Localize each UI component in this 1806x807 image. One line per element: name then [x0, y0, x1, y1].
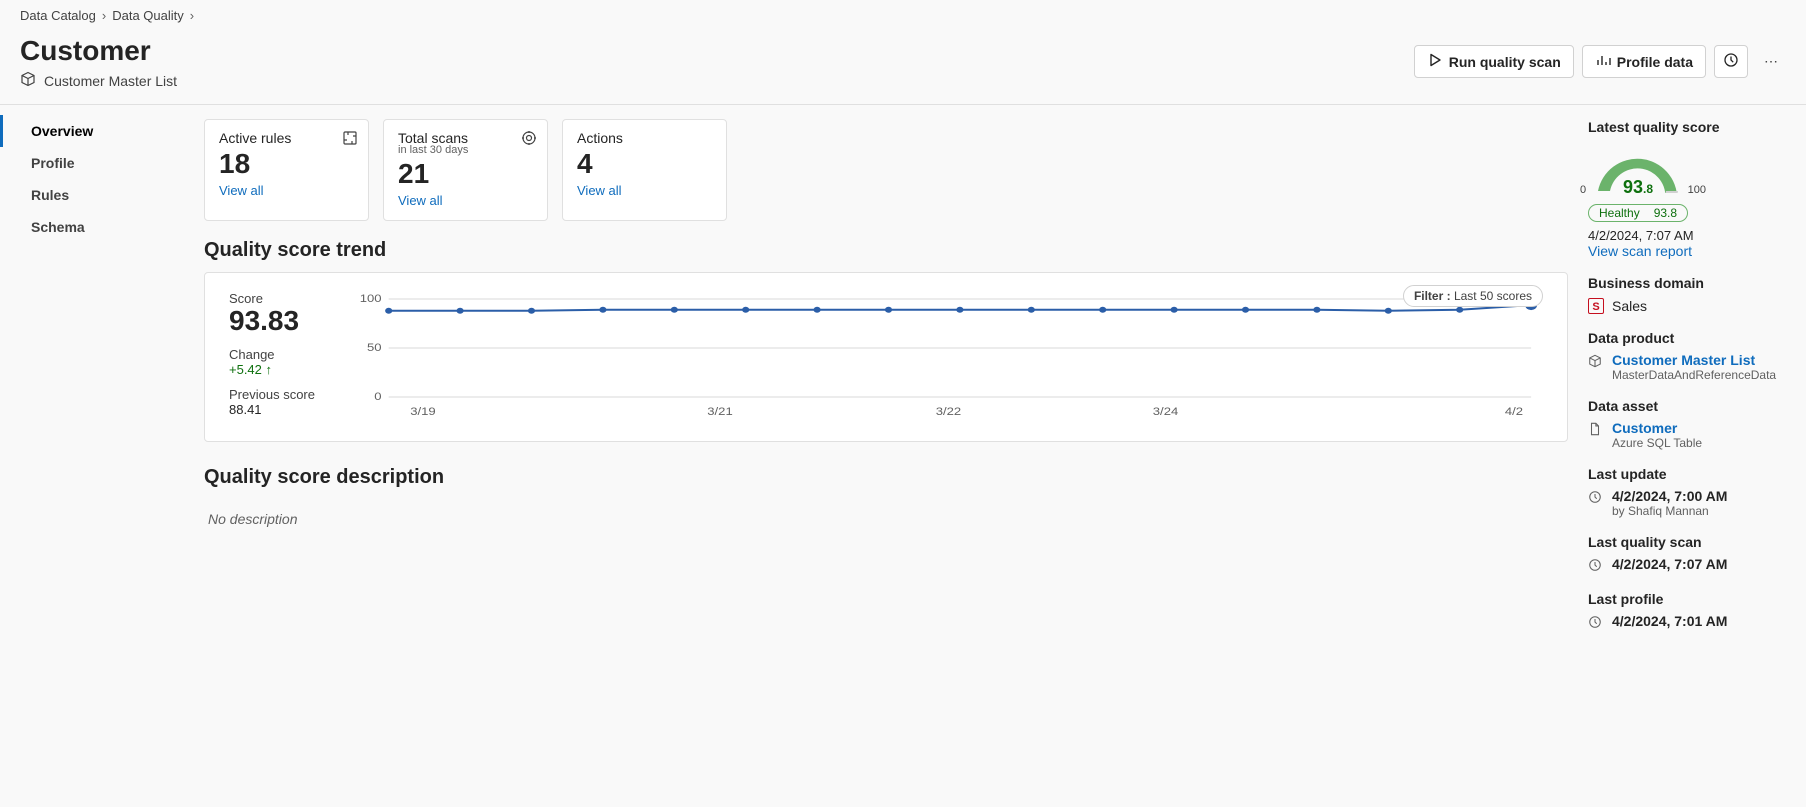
card-subtitle: in last 30 days [398, 144, 533, 156]
history-button[interactable] [1714, 45, 1748, 78]
card-view-all-link[interactable]: View all [398, 193, 443, 208]
svg-text:4/2: 4/2 [1505, 405, 1523, 418]
data-product-sub: MasterDataAndReferenceData [1612, 368, 1776, 382]
clock-icon [1723, 52, 1739, 71]
chevron-right-icon: › [190, 8, 194, 23]
chevron-right-icon: › [102, 8, 106, 23]
breadcrumb-item-catalog[interactable]: Data Catalog [20, 8, 96, 23]
gauge-min: 0 [1580, 184, 1586, 196]
change-label: Change [229, 347, 329, 362]
nav-schema[interactable]: Schema [0, 211, 200, 243]
side-nav: Overview Profile Rules Schema [0, 105, 200, 668]
clock-icon [1588, 490, 1604, 507]
desc-section-title: Quality score description [204, 466, 1568, 489]
last-scan-title: Last quality scan [1588, 534, 1786, 550]
more-actions-button[interactable]: ⋯ [1756, 49, 1786, 74]
svg-text:3/19: 3/19 [410, 405, 436, 418]
card-actions: Actions 4 View all [562, 119, 727, 221]
svg-text:3/21: 3/21 [707, 405, 733, 418]
business-domain-title: Business domain [1588, 275, 1786, 291]
card-view-all-link[interactable]: View all [219, 183, 264, 198]
desc-text: No description [204, 499, 1568, 539]
run-quality-scan-button[interactable]: Run quality scan [1414, 45, 1574, 78]
header-subtitle: Customer Master List [44, 73, 177, 89]
play-icon [1427, 52, 1443, 71]
health-label: Healthy [1599, 206, 1640, 220]
data-asset-sub: Azure SQL Table [1612, 436, 1702, 450]
score-label: Score [229, 291, 329, 306]
domain-value: Sales [1612, 298, 1647, 314]
run-quality-scan-label: Run quality scan [1449, 54, 1561, 70]
svg-text:100: 100 [360, 292, 382, 305]
breadcrumb: Data Catalog › Data Quality › [0, 0, 1806, 31]
document-icon [1588, 422, 1604, 439]
filter-value: Last 50 scores [1454, 289, 1532, 303]
svg-text:0: 0 [374, 390, 382, 403]
card-view-all-link[interactable]: View all [577, 183, 622, 198]
gauge-score: 93.8 [1588, 177, 1688, 198]
data-product-link[interactable]: Customer Master List [1612, 352, 1755, 368]
gauge-max: 100 [1688, 184, 1706, 196]
nav-rules[interactable]: Rules [0, 179, 200, 211]
cube-icon [1588, 354, 1604, 371]
bar-chart-icon [1595, 52, 1611, 71]
last-update-ts: 4/2/2024, 7:00 AM [1612, 488, 1727, 504]
card-title: Active rules [219, 130, 354, 146]
target-icon [521, 130, 537, 149]
health-score: 93.8 [1654, 206, 1677, 220]
data-product-title: Data product [1588, 330, 1786, 346]
filter-label: Filter : [1414, 289, 1451, 303]
svg-text:3/22: 3/22 [936, 405, 962, 418]
breadcrumb-item-quality[interactable]: Data Quality [112, 8, 184, 23]
prev-score-value: 88.41 [229, 402, 329, 417]
last-update-title: Last update [1588, 466, 1786, 482]
view-scan-report-link[interactable]: View scan report [1588, 243, 1692, 259]
profile-data-label: Profile data [1617, 54, 1693, 70]
page-title: Customer [20, 35, 177, 67]
svg-text:50: 50 [367, 341, 382, 354]
data-asset-link[interactable]: Customer [1612, 420, 1677, 436]
latest-score-title: Latest quality score [1588, 119, 1786, 135]
card-value: 21 [398, 158, 533, 190]
filter-pill[interactable]: Filter : Last 50 scores [1403, 285, 1543, 307]
card-total-scans: Total scans in last 30 days 21 View all [383, 119, 548, 221]
gauge: 0 100 93.8 [1588, 141, 1688, 196]
score-value: 93.83 [229, 306, 329, 337]
cube-icon [20, 71, 36, 90]
more-horizontal-icon: ⋯ [1764, 53, 1778, 69]
trend-line-chart: 0 50 100 3/19 3/21 3/22 3/24 4/2 [353, 291, 1543, 421]
card-value: 4 [577, 148, 712, 180]
clock-icon [1588, 615, 1604, 632]
last-update-by: by Shafiq Mannan [1612, 504, 1727, 518]
svg-text:3/24: 3/24 [1153, 405, 1179, 418]
last-profile-title: Last profile [1588, 591, 1786, 607]
card-title: Actions [577, 130, 712, 146]
last-scan-ts: 4/2/2024, 7:07 AM [1612, 556, 1727, 572]
clock-icon [1588, 558, 1604, 575]
profile-data-button[interactable]: Profile data [1582, 45, 1706, 78]
trend-section-title: Quality score trend [204, 239, 1568, 262]
card-active-rules: Active rules 18 View all [204, 119, 369, 221]
prev-score-label: Previous score [229, 387, 329, 402]
trend-card: Score 93.83 Change +5.42 ↑ Previous scor… [204, 272, 1568, 442]
change-value: +5.42 ↑ [229, 362, 329, 377]
nav-overview[interactable]: Overview [0, 115, 200, 147]
puzzle-icon [342, 130, 358, 149]
card-value: 18 [219, 148, 354, 180]
gauge-timestamp: 4/2/2024, 7:07 AM [1588, 228, 1786, 243]
data-asset-title: Data asset [1588, 398, 1786, 414]
last-profile-ts: 4/2/2024, 7:01 AM [1612, 613, 1727, 629]
nav-profile[interactable]: Profile [0, 147, 200, 179]
domain-tag-icon: S [1588, 298, 1604, 314]
health-badge: Healthy 93.8 [1588, 204, 1688, 222]
